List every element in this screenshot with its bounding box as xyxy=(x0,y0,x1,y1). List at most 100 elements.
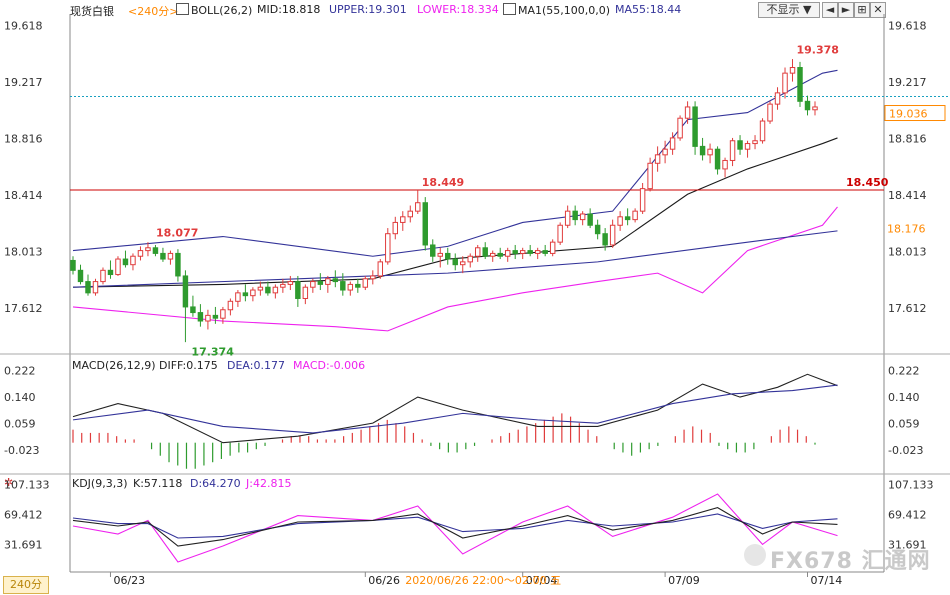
ma55-line xyxy=(72,230,838,288)
candle-body xyxy=(92,281,99,294)
candle-body xyxy=(699,145,706,156)
kdj-j: J:42.815 xyxy=(245,477,291,490)
price-tick-left: 17.612 xyxy=(4,302,43,315)
candle-body xyxy=(744,143,751,150)
candle-body xyxy=(272,286,279,294)
candle-body xyxy=(677,117,683,139)
candle-body xyxy=(594,224,601,235)
candle-body xyxy=(542,250,548,254)
candle-body xyxy=(295,281,301,299)
price-tick-right: 18.013 xyxy=(888,246,927,259)
candle-body xyxy=(355,283,361,288)
macd-diff: DIFF:0.175 xyxy=(159,359,218,372)
candle-body xyxy=(385,233,391,263)
zoom-in-icon[interactable]: ⊞ xyxy=(854,2,870,18)
arrow-left-icon[interactable]: ◄ xyxy=(822,2,838,18)
candle-body xyxy=(752,140,758,145)
candle-body xyxy=(647,162,653,190)
candle-body xyxy=(212,314,219,319)
candle-body xyxy=(400,216,406,223)
ma-params: MA1(55,100,0,0) xyxy=(518,4,611,17)
boll-lower-line xyxy=(72,206,838,332)
x-axis-label: 07/09 xyxy=(668,574,700,587)
candle-body xyxy=(534,250,541,254)
candle-body xyxy=(782,72,788,94)
candle-body xyxy=(482,247,488,257)
price-tick-right: 18.816 xyxy=(888,132,927,145)
hline-label: 18.450 xyxy=(846,176,889,189)
candle-body xyxy=(759,120,766,142)
price-tick-right: 17.612 xyxy=(888,302,927,315)
candle-body xyxy=(527,250,533,254)
hide-dropdown-label: 不显示 xyxy=(766,3,800,16)
arrow-right-icon[interactable]: ► xyxy=(838,2,854,18)
indicator-icon xyxy=(503,3,516,15)
candle-body xyxy=(205,314,211,322)
kdj-k: K:57.118 xyxy=(133,477,182,490)
candle-body xyxy=(85,281,91,294)
price-tick-left: 19.618 xyxy=(4,20,43,33)
price-tick-right: 19.618 xyxy=(888,20,927,33)
candle-body xyxy=(684,106,691,119)
candle-body xyxy=(145,247,151,252)
indicator-icon xyxy=(176,3,189,15)
candle-body xyxy=(624,216,631,221)
candle-body xyxy=(407,210,413,218)
candle-body xyxy=(512,250,518,254)
candle-body xyxy=(804,100,811,111)
candle-body xyxy=(797,67,803,102)
candle-body xyxy=(152,247,159,254)
boll-lower: LOWER:18.334 xyxy=(417,3,499,16)
candle-body xyxy=(257,286,264,291)
candle-body xyxy=(227,300,234,311)
close-icon[interactable]: ✕ xyxy=(870,2,886,18)
period-value: 240分 xyxy=(137,5,170,18)
kdj-j-line xyxy=(72,493,838,563)
symbol-label: 现货白银 xyxy=(70,5,114,18)
candle-body xyxy=(190,306,196,314)
candle-body xyxy=(564,210,571,226)
period-label[interactable]: <240分> xyxy=(128,5,179,18)
x-axis-label: 07/04 xyxy=(526,574,558,587)
kdj-settings-icon: ✲ xyxy=(4,476,13,489)
cursor-time-label: 2020/06/26 22:00～02:00 五 xyxy=(405,574,561,587)
watermark-logo-icon xyxy=(744,544,766,566)
hide-dropdown[interactable]: 不显示 ▼ xyxy=(758,2,820,18)
candle-body xyxy=(347,283,354,291)
candle-body xyxy=(167,252,174,260)
candle-body xyxy=(115,258,121,276)
x-axis-label: 06/23 xyxy=(113,574,145,587)
candle-body xyxy=(332,278,339,283)
candle-body xyxy=(122,258,129,266)
candle-body xyxy=(415,202,421,212)
candle-body xyxy=(579,213,586,221)
macd-dea: DEA:0.177 xyxy=(227,359,285,372)
macd-tick-right: 0.140 xyxy=(888,391,920,404)
candle-body xyxy=(714,148,721,170)
macd-tick-right: -0.023 xyxy=(888,444,923,457)
candle-body xyxy=(377,261,384,277)
candle-body xyxy=(160,252,166,260)
candle-body xyxy=(310,281,316,288)
candle-body xyxy=(317,281,324,285)
period-tag[interactable]: 240分 xyxy=(3,576,49,594)
x-axis-label: 06/26 xyxy=(368,574,400,587)
candle-body xyxy=(504,250,511,257)
candle-body xyxy=(737,140,743,150)
candle-body xyxy=(235,292,241,302)
boll-params: BOLL(26,2) xyxy=(191,4,253,17)
macd-tick-left: 0.222 xyxy=(4,364,36,377)
macd-value: MACD:-0.006 xyxy=(293,359,365,372)
candle-body xyxy=(452,258,458,266)
candle-body xyxy=(175,252,181,277)
kdj-tick-left: 107.133 xyxy=(4,478,50,491)
candle-body xyxy=(265,286,271,294)
candle-body xyxy=(220,309,226,319)
high-annotation: 19.378 xyxy=(797,43,839,56)
candle-body xyxy=(722,159,728,170)
candle-body xyxy=(100,269,106,283)
candle-body xyxy=(729,140,736,161)
current-price-label: 19.036 xyxy=(889,108,928,121)
x-axis-label: 07/14 xyxy=(811,574,843,587)
